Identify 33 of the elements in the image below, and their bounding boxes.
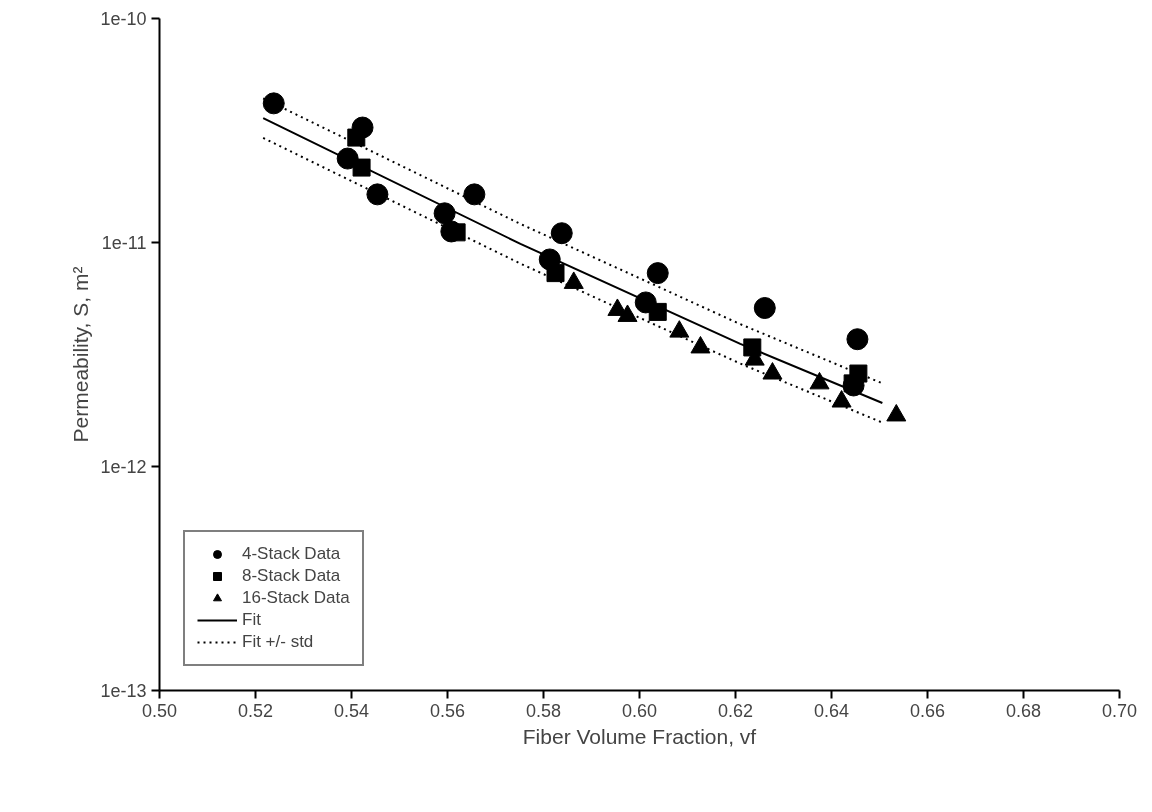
point [366, 183, 389, 206]
x-tick-label: 0.64 [813, 700, 850, 721]
point [546, 264, 565, 283]
point [262, 92, 285, 115]
y-axis-title: Permeability, S, m² [69, 266, 93, 443]
point [463, 183, 486, 206]
x-tick-label: 0.50 [141, 700, 178, 721]
x-tick-label: 0.58 [525, 700, 562, 721]
legend-label: Fit +/- std [242, 632, 314, 652]
y-tick-label: 1e-13 [100, 681, 147, 701]
x-axis-title: Fiber Volume Fraction, vf [522, 724, 757, 748]
legend-label: 8-Stack Data [242, 566, 341, 586]
y-tick-label: 1e-12 [100, 457, 147, 477]
x-tick-label: 0.52 [237, 700, 274, 721]
x-tick-label: 0.66 [909, 700, 946, 721]
point [646, 262, 669, 285]
point [846, 328, 869, 351]
x-tick-label: 0.54 [333, 700, 370, 721]
x-tick-label: 0.56 [429, 700, 466, 721]
y-tick-label: 1e-10 [100, 9, 147, 29]
x-tick-label: 0.70 [1101, 700, 1138, 721]
point [347, 128, 366, 147]
point [352, 158, 371, 177]
x-tick-label: 0.68 [1005, 700, 1042, 721]
y-tick-label: 1e-11 [101, 233, 147, 253]
legend-label: 16-Stack Data [242, 588, 350, 608]
point [550, 222, 573, 245]
point [753, 297, 776, 319]
legend-label: 4-Stack Data [242, 544, 341, 564]
point [849, 364, 868, 383]
x-tick-label: 0.60 [621, 700, 658, 721]
legend-label: Fit [242, 610, 262, 630]
x-tick-label: 0.62 [717, 700, 754, 721]
